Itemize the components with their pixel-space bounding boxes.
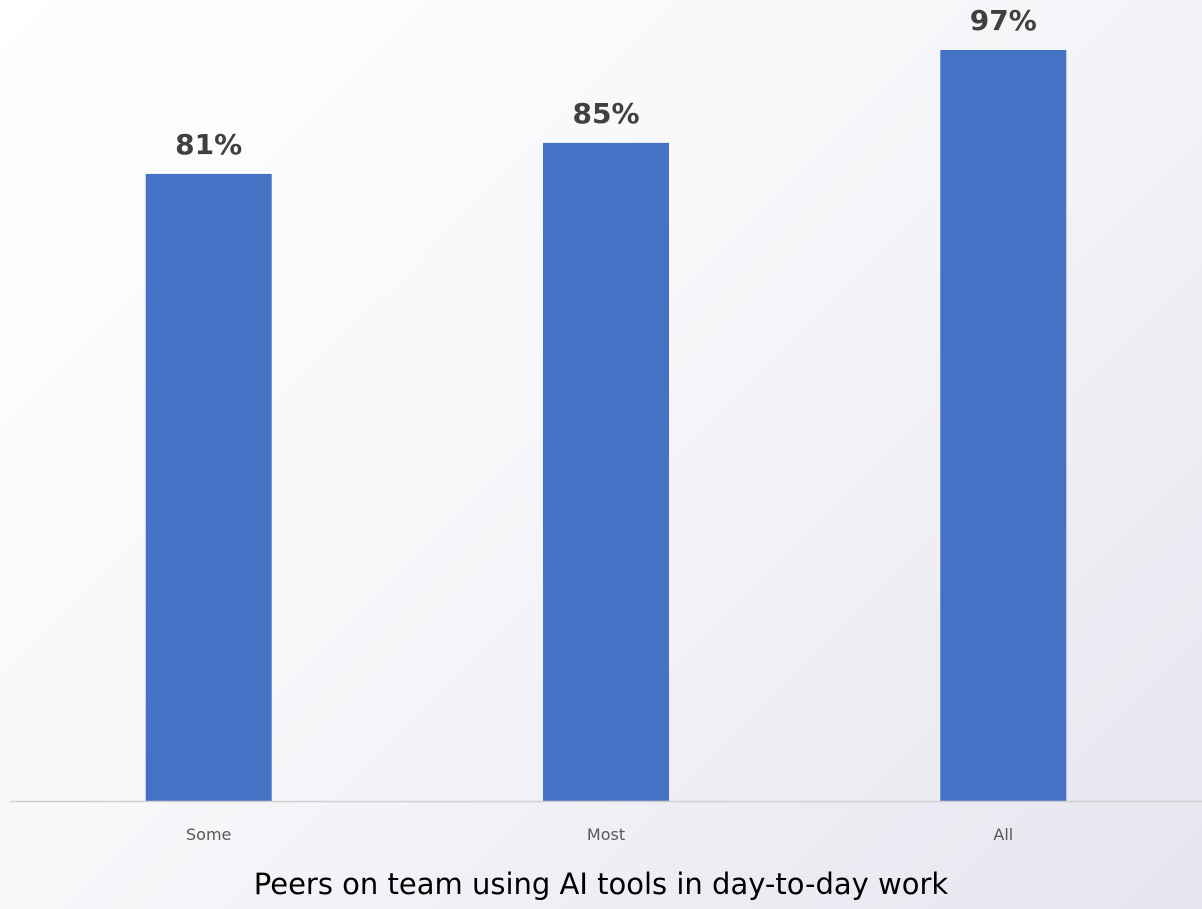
- x-axis-title: Peers on team using AI tools in day-to-d…: [254, 867, 949, 901]
- x-tick-labels-group: Some Most All: [186, 825, 1013, 844]
- bar-all: [940, 50, 1067, 801]
- bar-most: [543, 142, 669, 801]
- x-tick-label-all: All: [993, 825, 1013, 844]
- data-label-most: 85%: [572, 97, 639, 130]
- bars-group: [145, 50, 1067, 801]
- bar-some: [145, 173, 272, 801]
- data-label-all: 97%: [970, 4, 1037, 37]
- data-labels-group: 81% 85% 97%: [175, 4, 1037, 161]
- data-label-some: 81%: [175, 128, 242, 161]
- x-tick-label-some: Some: [186, 825, 231, 844]
- x-tick-label-most: Most: [587, 825, 625, 844]
